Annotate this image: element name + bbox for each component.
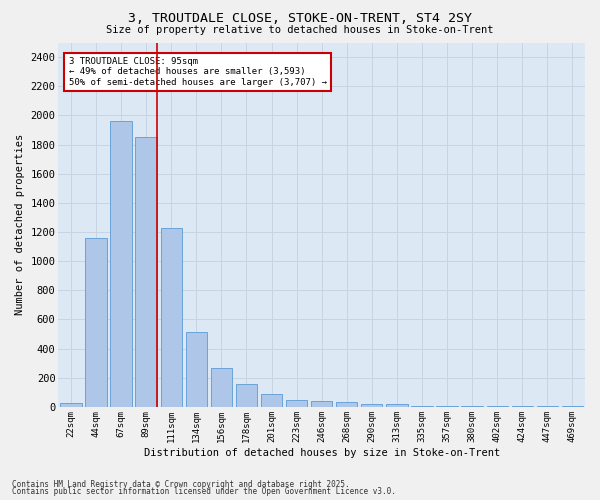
Bar [512, 406, 533, 407]
Bar [412, 406, 433, 407]
Bar [562, 406, 583, 407]
Bar [60, 404, 82, 407]
Bar [211, 368, 232, 407]
Bar [286, 400, 307, 407]
Bar [136, 137, 157, 407]
Bar [236, 384, 257, 407]
X-axis label: Distribution of detached houses by size in Stoke-on-Trent: Distribution of detached houses by size … [143, 448, 500, 458]
Bar [261, 394, 282, 407]
Bar [110, 121, 131, 407]
Bar [386, 404, 407, 407]
Text: Contains public sector information licensed under the Open Government Licence v3: Contains public sector information licen… [12, 487, 396, 496]
Text: 3, TROUTDALE CLOSE, STOKE-ON-TRENT, ST4 2SY: 3, TROUTDALE CLOSE, STOKE-ON-TRENT, ST4 … [128, 12, 472, 26]
Bar [361, 404, 382, 407]
Bar [537, 406, 558, 407]
Bar [487, 406, 508, 407]
Text: Contains HM Land Registry data © Crown copyright and database right 2025.: Contains HM Land Registry data © Crown c… [12, 480, 350, 489]
Bar [461, 406, 483, 407]
Bar [311, 401, 332, 407]
Bar [85, 238, 107, 407]
Text: 3 TROUTDALE CLOSE: 95sqm
← 49% of detached houses are smaller (3,593)
50% of sem: 3 TROUTDALE CLOSE: 95sqm ← 49% of detach… [69, 57, 327, 87]
Bar [336, 402, 358, 407]
Bar [185, 332, 207, 407]
Text: Size of property relative to detached houses in Stoke-on-Trent: Size of property relative to detached ho… [106, 25, 494, 35]
Bar [161, 228, 182, 407]
Bar [436, 406, 458, 407]
Y-axis label: Number of detached properties: Number of detached properties [15, 134, 25, 316]
